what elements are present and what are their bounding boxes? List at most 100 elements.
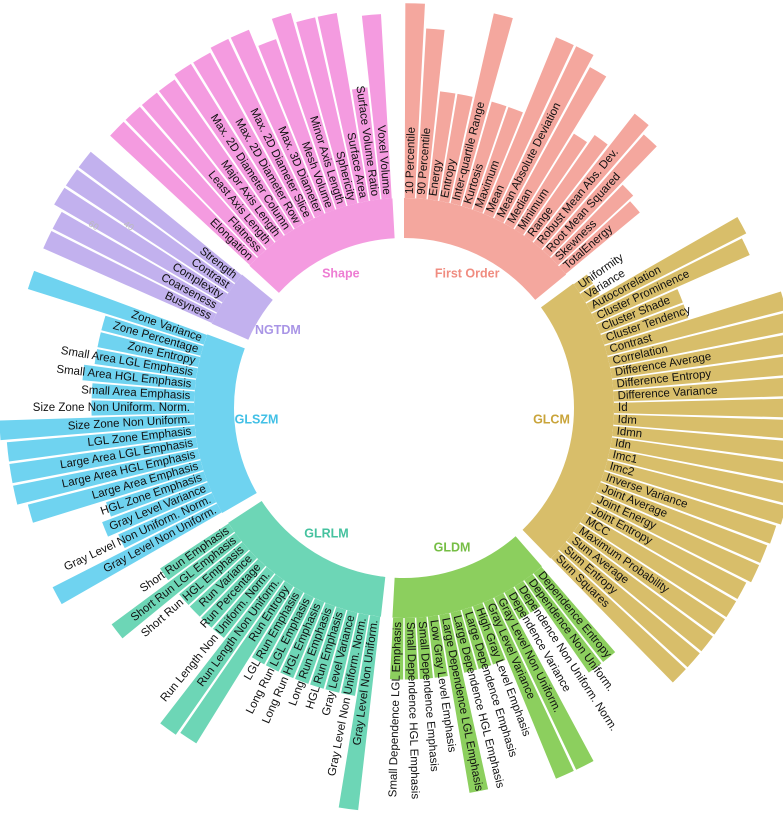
bar-glcm-cluster-shade	[596, 289, 683, 334]
bar-glcm-idm	[613, 414, 783, 439]
bar-glrlm-run-length-non-uniform-norm	[212, 566, 275, 638]
bar-glszm-lgl-zone-emphasis	[6, 426, 196, 462]
feature-label: Voxel Volume	[375, 125, 393, 195]
bar-glcm-difference-average	[610, 335, 783, 379]
feature-label: Energy	[427, 159, 444, 197]
bar-glcm-contrast	[604, 291, 783, 356]
feature-label: Id	[618, 402, 628, 414]
bar-shape-max-2d-diameter-row	[193, 52, 304, 229]
bar-first-order-kurtosis	[461, 101, 507, 210]
bar-gldm-dependence-variance	[504, 587, 530, 620]
bar-glcm-sum-squares	[550, 550, 686, 683]
feature-label: Imc1	[612, 449, 639, 466]
bar-gldm-small-dependence-hgl-emphasis	[404, 617, 419, 680]
bar-shape-surface-volume-ratio	[351, 87, 381, 201]
bar-glszm-large-area-lgl-emphasis	[9, 437, 198, 484]
bar-ngtdm-complexity	[54, 187, 228, 303]
bars-layer	[0, 3, 783, 811]
bar-glcm-sum-average	[566, 532, 713, 652]
bar-glcm-difference-variance	[613, 377, 783, 402]
bar-glszm-gray-level-non-uniform-norm	[118, 492, 217, 549]
bar-first-order-90-percentile	[416, 28, 445, 200]
bar-first-order-range	[524, 134, 608, 242]
bar-glszm-zone-entropy	[97, 332, 201, 368]
bar-first-order-skewness	[550, 184, 634, 266]
bar-shape-surface-area	[317, 13, 369, 203]
bar-glcm-imc1	[607, 448, 783, 503]
bar-gldm-dependence-non-uniform	[524, 574, 602, 673]
bar-glcm-difference-entropy	[612, 356, 783, 390]
bar-ngtdm-coarseness	[52, 211, 222, 313]
bar-glcm-autocorrelation	[586, 216, 747, 313]
bar-glszm-size-zone-non-uniform	[0, 414, 195, 441]
feature-label: Difference Variance	[617, 385, 717, 402]
group-label-ngtdm: NGTDM	[255, 323, 301, 337]
bar-shape-max-3d-diameter	[230, 29, 325, 218]
group-label-glcm: GLCM	[533, 413, 570, 427]
bar-ngtdm-contrast	[65, 169, 235, 293]
bar-gldm-large-dependence-lgl-emphasis	[439, 613, 489, 793]
bar-first-order-10-percentile	[404, 3, 425, 199]
bar-glrlm-gray-level-non-uniform	[338, 615, 381, 811]
group-ring-glszm	[194, 334, 257, 513]
bar-glrlm-run-variance	[189, 550, 258, 617]
bar-glszm-zone-variance	[27, 270, 208, 345]
group-label-gldm: GLDM	[434, 540, 471, 554]
bar-gldm-small-dependence-lgl-emphasis	[389, 617, 404, 680]
bar-glcm-idmn	[612, 426, 783, 460]
bar-glcm-id	[613, 398, 783, 418]
bar-glcm-inverse-variance	[600, 471, 777, 544]
bar-gldm-small-dependence-emphasis	[416, 616, 433, 680]
bar-shape-max-2d-diameter-column	[174, 63, 294, 236]
bar-first-order-robust-mean-abs-dev	[533, 113, 649, 250]
bar-first-order-mean-absolute-deviation	[494, 46, 594, 223]
feature-label: Idmn	[616, 426, 643, 441]
bar-glcm-uniformity	[573, 274, 594, 293]
group-ring-glrlm	[228, 500, 386, 617]
feature-label: 10 Percentile	[404, 127, 418, 194]
bar-glcm-joint-energy	[591, 492, 760, 583]
bar-first-order-median	[504, 67, 607, 229]
bar-glszm-gray-level-variance	[102, 482, 212, 537]
bar-shape-least-axis-length	[141, 92, 275, 250]
bar-ngtdm-strength	[78, 151, 242, 284]
feature-label: Small Dependence HGL Emphasis	[404, 622, 421, 800]
bar-gldm-gray-level-non-uniform	[494, 593, 594, 770]
bar-glrlm-long-run-hgl-emphasis	[280, 598, 325, 679]
bar-glrlm-lgl-run-emphasis	[251, 587, 304, 665]
bar-glrlm-long-run-lgl-emphasis	[265, 593, 314, 672]
bar-gldm-high-gray-level-emphasis	[472, 602, 506, 665]
bar-glcm-cluster-tendency	[600, 304, 689, 345]
bar-shape-sphericity	[296, 17, 358, 206]
bar-shape-voxel-volume	[361, 14, 392, 200]
bar-gldm-gray-level-variance	[483, 598, 574, 779]
bar-glrlm-run-entropy	[180, 580, 294, 744]
bar-gldm-low-gray-level-emphasis	[427, 615, 448, 678]
group-ring-gldm	[392, 536, 542, 618]
bar-glcm-idn	[610, 437, 783, 481]
bar-first-order-entropy	[439, 93, 473, 203]
bar-glcm-cluster-prominence	[591, 238, 750, 324]
bar-shape-minor-axis-length	[271, 12, 347, 210]
bar-first-order-root-mean-squared	[542, 134, 657, 257]
scale-tick-label: 60	[87, 219, 101, 233]
bar-glszm-zone-percentage	[101, 315, 204, 356]
bar-shape-max-2d-diameter-slice	[210, 38, 314, 223]
bar-glcm-maximum-probability	[573, 523, 725, 635]
bar-shape-flatness	[125, 106, 266, 257]
feature-label: Size Zone Non Uniform. Norm.	[33, 402, 190, 414]
bar-first-order-energy	[427, 91, 456, 201]
bar-glcm-correlation	[607, 313, 783, 368]
bar-glszm-small-area-emphasis	[91, 383, 195, 402]
bar-glrlm-short-run-lgl-emphasis	[111, 532, 242, 639]
group-ring-ngtdm	[211, 274, 273, 340]
bar-glcm-variance	[580, 284, 600, 303]
bar-glcm-mcc	[580, 513, 737, 618]
scale-tick-label: 40	[122, 219, 136, 233]
bar-glszm-large-area-emphasis	[27, 460, 204, 523]
bar-gldm-dependence-non-uniform-norm	[514, 580, 541, 613]
group-ring-shape	[249, 198, 395, 293]
